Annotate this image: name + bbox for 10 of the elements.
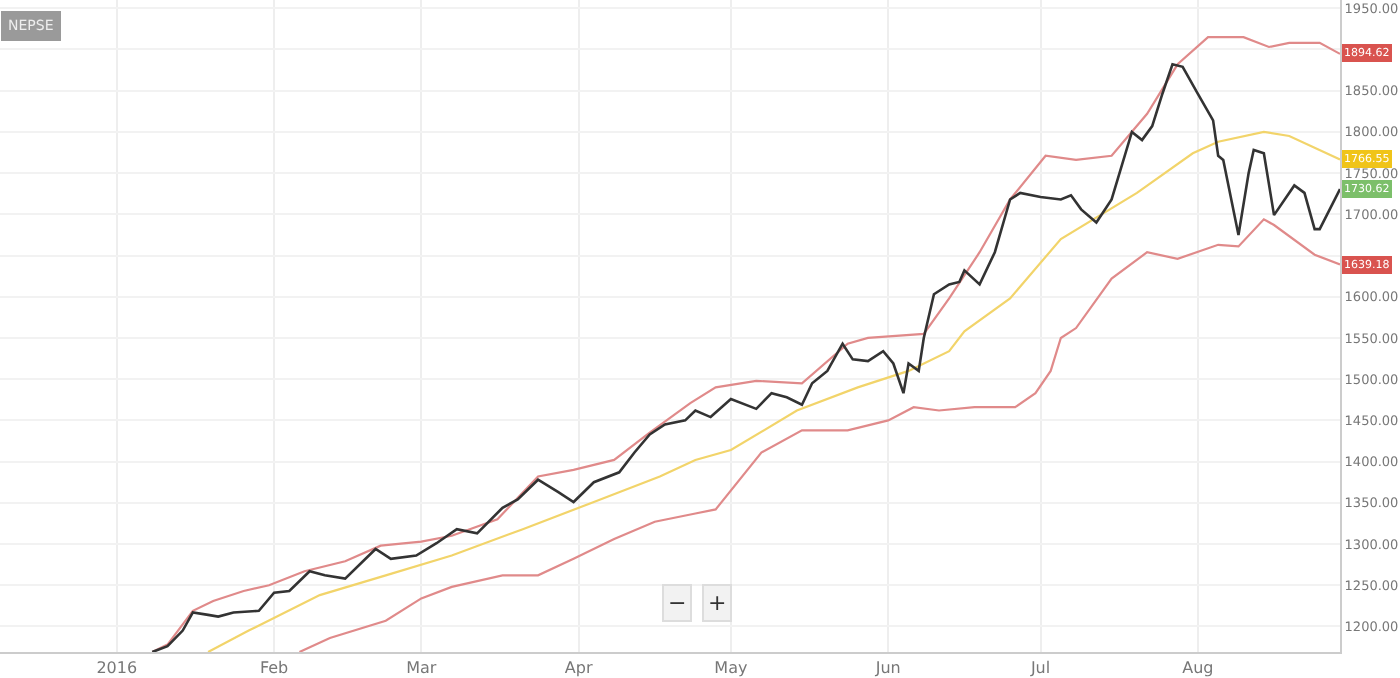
x-tick-label: Aug bbox=[1182, 659, 1214, 678]
annotation: − bbox=[668, 590, 687, 616]
x-tick-label: Feb bbox=[259, 659, 289, 678]
x-tick-label: Jul bbox=[1028, 659, 1051, 678]
x-tick-label: Apr bbox=[564, 659, 594, 678]
x-tick-label: 2016 bbox=[96, 659, 138, 678]
x-tick-label: Jun bbox=[873, 659, 901, 678]
x-tick-label: May bbox=[714, 659, 748, 678]
x-tick-label: Mar bbox=[406, 659, 438, 678]
annotation: + bbox=[708, 590, 727, 616]
